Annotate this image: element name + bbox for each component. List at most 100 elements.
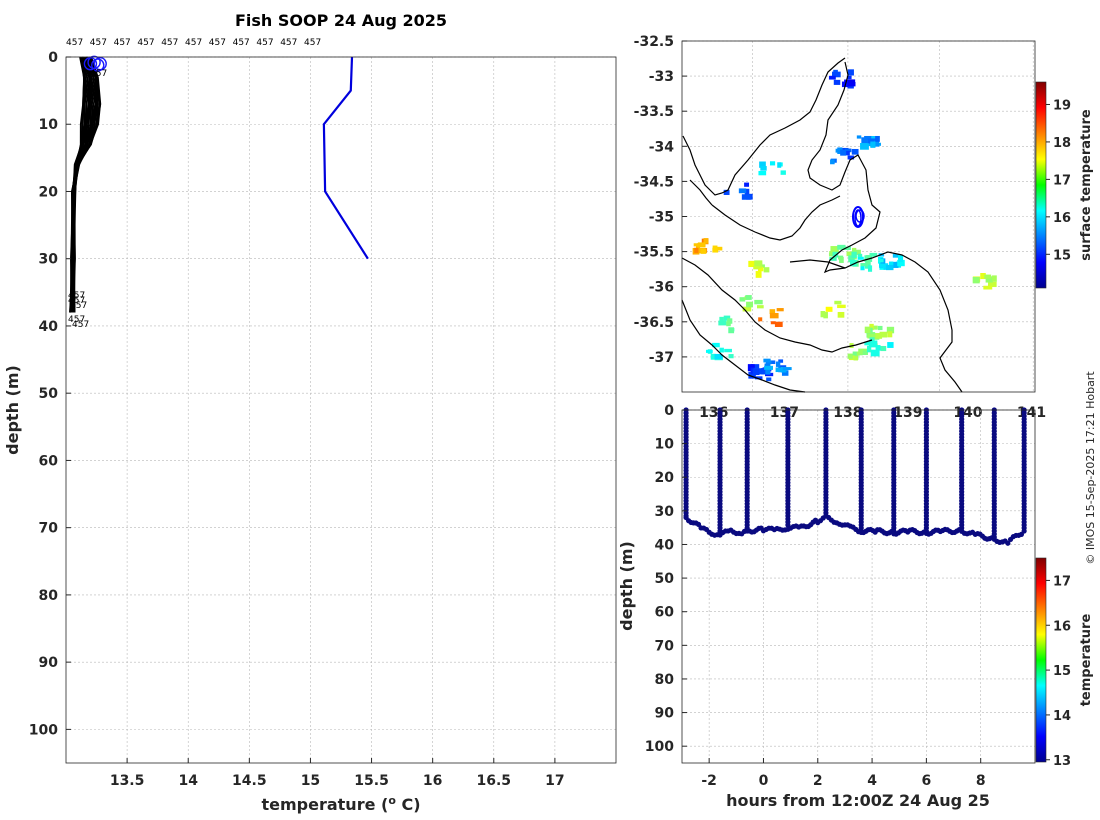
ts-y-tick-label: 20 <box>655 470 675 486</box>
sst-pixel <box>878 258 884 263</box>
sst-pixel <box>705 349 713 353</box>
ts-y-tick-label: 80 <box>655 672 675 688</box>
surface-marker-circle <box>93 57 107 71</box>
profile-top-label: 457 <box>209 38 226 48</box>
ts-y-tick-label: 100 <box>645 739 674 755</box>
sst-pixel <box>867 333 876 339</box>
sst-pixel <box>858 348 867 355</box>
sst-pixel <box>861 137 868 144</box>
profile-bottom-label: 457 <box>68 315 85 325</box>
sst-pixel <box>867 265 873 272</box>
sst-pixel <box>832 71 841 78</box>
sst-pixel <box>847 81 856 87</box>
sst-pixel <box>897 255 904 263</box>
map-x-tick-label: 138 <box>833 405 862 421</box>
sst-pixel <box>864 326 871 334</box>
sst-pixel <box>754 299 763 305</box>
sst-pixel <box>869 323 874 331</box>
sst-pixel <box>870 141 876 148</box>
profile-series <box>69 55 369 313</box>
sst-pixel <box>868 340 878 348</box>
sst-pixel <box>765 360 772 365</box>
map-x-tick-label: 140 <box>953 405 982 421</box>
profile-y-ticks: 0 10 20 30 40 50 60 70 80 90 100 <box>29 50 71 738</box>
map-x-tick-label: 139 <box>893 405 922 421</box>
sst-pixel <box>718 320 727 326</box>
profile-y-tick-label: 20 <box>39 184 59 200</box>
map-colorbar <box>1035 81 1047 289</box>
map-colorbar-tick-label: 16 <box>1053 211 1071 226</box>
ts-x-tick-label: -2 <box>701 773 717 789</box>
sst-pixel <box>769 312 779 319</box>
profile-axes-frame <box>65 56 617 764</box>
sst-pixel <box>759 161 766 168</box>
sst-pixel <box>738 188 747 194</box>
sst-pixel <box>770 321 776 325</box>
fish-profile-envelope-line <box>69 56 102 313</box>
sst-pixel <box>745 295 752 300</box>
timeseries-y-ticks: 0 10 20 30 40 50 60 70 80 90 100 <box>645 403 687 755</box>
sst-pixel <box>866 255 871 260</box>
profile-bottom-label: 457 <box>72 320 89 330</box>
sst-pixel <box>879 331 888 338</box>
sst-pixel <box>763 358 771 363</box>
sst-pixel <box>837 304 846 309</box>
profile-y-tick-label: 100 <box>29 722 58 738</box>
ts-colorbar-tick-label: 17 <box>1053 574 1071 589</box>
sst-pixel <box>865 259 871 265</box>
sst-pixel <box>840 149 847 156</box>
sst-pixel <box>869 337 875 342</box>
timeseries-colorbar-label: temperature <box>1079 614 1094 707</box>
timeseries-colorbar <box>1035 557 1047 763</box>
timeseries-dots <box>683 407 1027 546</box>
sst-pixel <box>823 311 828 319</box>
profile-title: Fish SOOP 24 Aug 2025 <box>235 11 447 30</box>
profile-top-label: 457 <box>304 38 321 48</box>
map-vessel-track <box>852 206 865 228</box>
sst-pixel <box>739 297 746 302</box>
sst-pixel <box>852 351 857 356</box>
map-y-tick-label: -35.5 <box>634 245 674 261</box>
sst-pixel <box>833 79 841 85</box>
sst-pixel <box>851 251 857 258</box>
profile-y-axis-label: depth (m) <box>3 365 22 455</box>
sst-pixel <box>837 311 845 318</box>
reference-profile-line <box>322 56 369 260</box>
ts-x-tick-label: 4 <box>867 773 877 789</box>
sst-pixel <box>886 326 895 334</box>
map-coastline <box>681 57 963 393</box>
sst-pixel <box>778 359 784 363</box>
surface-marker-circle <box>87 55 101 70</box>
sst-pixel <box>775 361 781 367</box>
sst-pixel <box>714 353 723 360</box>
map-y-tick-label: -32.5 <box>634 34 674 50</box>
map-colorbar-tick-label: 18 <box>1053 136 1071 151</box>
map-grid <box>682 40 1035 392</box>
sst-pixel <box>883 263 889 270</box>
ts-y-tick-label: 10 <box>655 437 675 453</box>
sst-pixel <box>774 321 783 327</box>
sst-pixel <box>764 365 773 370</box>
profile-bottom-label: 457 <box>70 301 87 311</box>
map-colorbar-ticks: 15 16 17 18 19 <box>1046 98 1071 263</box>
sst-pixel <box>748 371 756 379</box>
ts-colorbar-tick-label: 13 <box>1053 754 1071 769</box>
timeseries-y-axis-label: depth (m) <box>617 541 636 631</box>
sst-pixel <box>758 317 763 322</box>
sst-pixel <box>741 194 751 200</box>
sst-pixel <box>887 331 893 338</box>
sst-pixel <box>765 369 771 375</box>
ts-y-tick-label: 70 <box>655 638 675 654</box>
profile-y-tick-label: 10 <box>39 117 59 133</box>
sst-pixel <box>752 368 760 376</box>
sst-pixel <box>775 367 784 373</box>
sst-pixel <box>877 325 883 331</box>
ts-y-tick-label: 50 <box>655 571 675 587</box>
profile-x-tick-label: 14.5 <box>232 773 267 789</box>
sst-pixel <box>847 69 854 76</box>
profile-y-tick-label: 0 <box>48 50 58 66</box>
ts-x-tick-label: 8 <box>976 773 986 789</box>
sst-pixel <box>723 315 731 321</box>
sst-pixel <box>825 306 833 312</box>
